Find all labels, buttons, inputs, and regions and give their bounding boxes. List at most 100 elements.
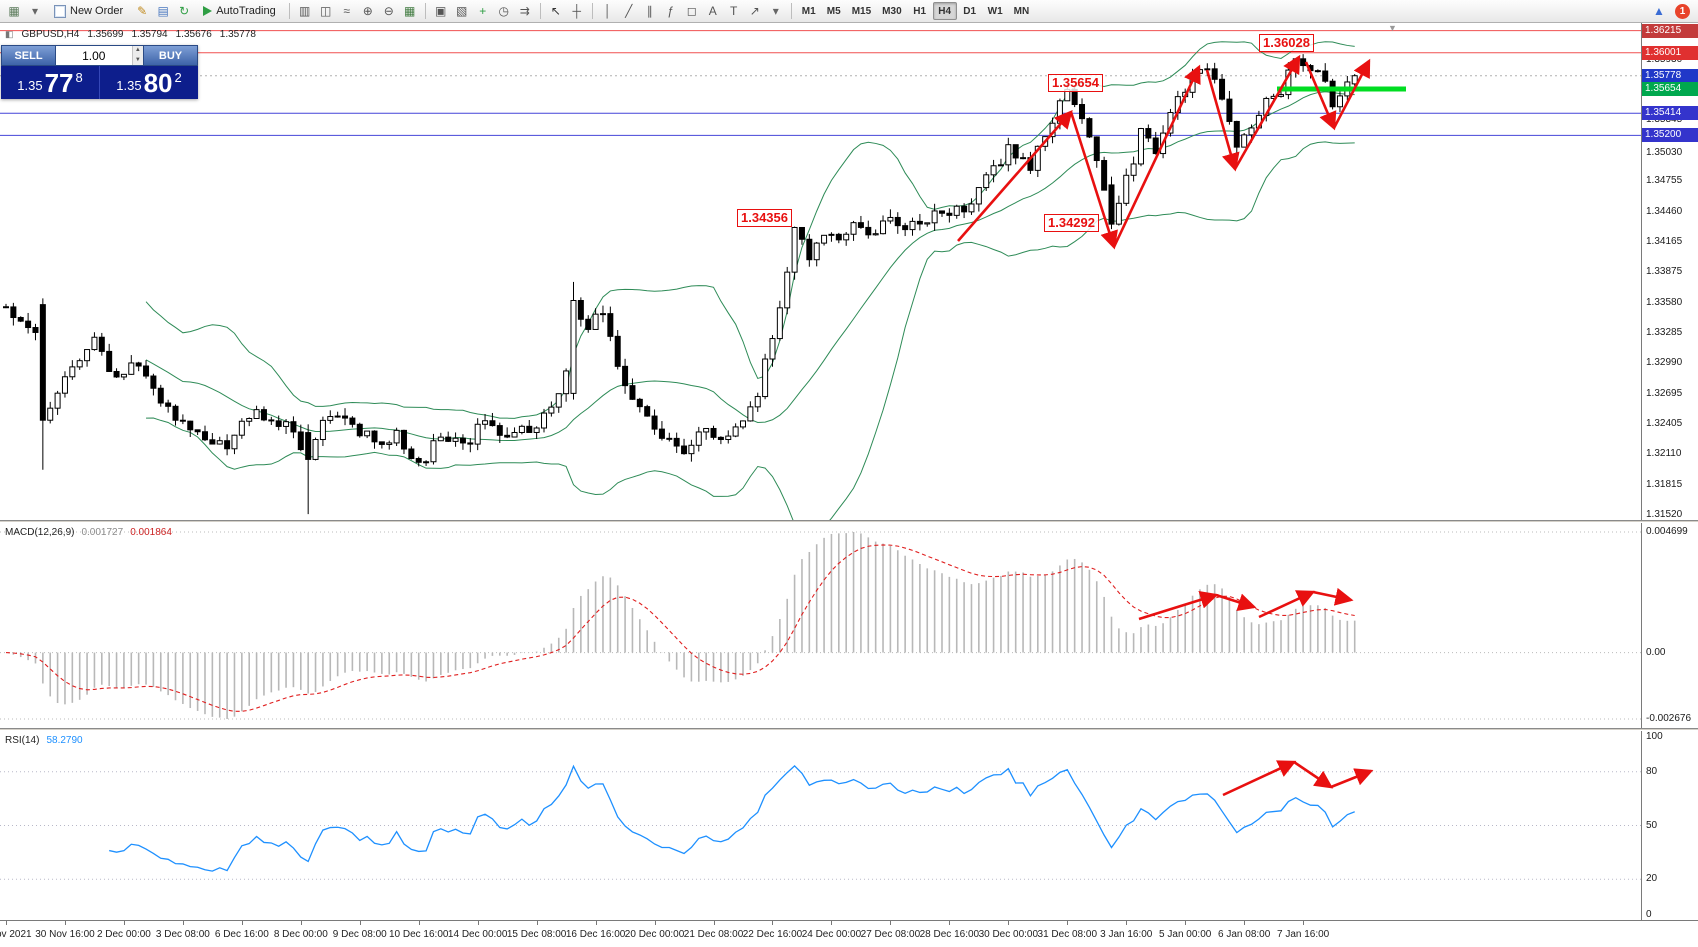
time-tick — [6, 921, 7, 925]
time-label: 6 Jan 08:00 — [1218, 929, 1271, 940]
new-indicator-icon[interactable]: + — [479, 4, 487, 18]
time-tick — [1126, 921, 1128, 925]
rsi-axis-label: 0 — [1646, 909, 1652, 920]
sell-price-point: 8 — [75, 70, 83, 85]
time-label: 7 Jan 16:00 — [1276, 929, 1330, 940]
time-tick — [1244, 921, 1246, 925]
chart-shift-icon[interactable]: ⇉ — [519, 4, 530, 18]
line-chart-icon[interactable]: ≈ — [343, 4, 351, 18]
sell-price[interactable]: 1.35 77 8 — [1, 66, 100, 99]
time-tick — [64, 921, 66, 925]
timeframe-h4[interactable]: H4 — [932, 2, 957, 20]
timeframe-h1[interactable]: H1 — [908, 2, 932, 20]
metaeditor-icon[interactable]: ✎ — [137, 4, 148, 18]
time-tick — [1303, 921, 1305, 925]
time-label: 30 Dec 00:00 — [978, 929, 1039, 940]
time-label: 31 Dec 08:00 — [1037, 929, 1098, 940]
sell-button[interactable]: SELL — [1, 45, 56, 66]
buy-price[interactable]: 1.35 80 2 — [100, 66, 198, 99]
rsi-label: RSI(14) 58.2790 — [5, 735, 83, 746]
time-label: 10 Dec 16:00 — [388, 929, 449, 940]
new-order-button[interactable]: New Order — [46, 1, 131, 21]
buy-price-whole: 1.35 — [116, 78, 142, 93]
text-icon[interactable]: A — [708, 4, 717, 18]
price-chart-panel[interactable]: 1.359301.353451.350301.347551.344601.341… — [0, 23, 1698, 520]
bar-chart-icon[interactable]: ▥ — [299, 4, 311, 18]
autotrading-label: AutoTrading — [216, 5, 276, 17]
rsi-axis-label: 100 — [1646, 731, 1663, 742]
notification-badge[interactable]: 1 — [1675, 3, 1690, 19]
arrows-icon[interactable]: ↗ — [749, 4, 760, 18]
volume-input[interactable] — [56, 46, 132, 65]
draw-dropdown-icon[interactable]: ▾ — [772, 4, 779, 18]
zoom-out-icon[interactable]: ⊖ — [383, 4, 394, 18]
time-label: 5 Jan 00:00 — [1159, 929, 1212, 940]
shapes-icon[interactable]: ◻ — [686, 4, 697, 18]
timeframe-m30[interactable]: M30 — [877, 2, 906, 20]
new-chart-dropdown-icon[interactable]: ▾ — [31, 4, 39, 18]
timeframe-d1[interactable]: D1 — [958, 2, 982, 20]
candlestick-chart-icon[interactable]: ◫ — [320, 4, 332, 18]
time-tick — [949, 921, 951, 925]
timeframe-m15[interactable]: M15 — [847, 2, 876, 20]
zoom-in-icon[interactable]: ⊕ — [362, 4, 373, 18]
volume-down-icon[interactable]: ▼ — [132, 55, 143, 65]
new-chart-icon[interactable]: ▦ — [8, 4, 20, 18]
macd-label: MACD(12,26,9) 0.001727 0.001864 — [5, 527, 172, 538]
rsi-panel[interactable]: 100 80 50 20 0 RSI(14) 58.2790 — [0, 731, 1698, 920]
vertical-line-icon[interactable]: │ — [603, 4, 612, 18]
time-label: 3 Jan 16:00 — [1100, 929, 1153, 940]
time-label: 20 Dec 00:00 — [624, 929, 685, 940]
market-watch-icon[interactable]: ▤ — [157, 4, 169, 18]
price-level-box: 1.36215 — [1642, 23, 1698, 38]
rsi-axis[interactable]: 100 80 50 20 0 — [1641, 731, 1698, 920]
time-label: 8 Dec 00:00 — [273, 929, 328, 940]
time-tick — [418, 921, 420, 925]
macd-panel[interactable]: 0.004699 0.00 -0.002676 MACD(12,26,9) 0.00… — [0, 523, 1698, 728]
price-tick: 1.32695 — [1646, 387, 1683, 399]
price-level-box: 1.35654 — [1642, 81, 1698, 96]
panel-splitter[interactable] — [0, 728, 1698, 731]
tile-windows-icon[interactable]: ▦ — [404, 4, 416, 18]
rsi-axis-label: 80 — [1646, 765, 1658, 777]
label-icon[interactable]: T — [730, 4, 738, 18]
panel-splitter[interactable] — [0, 520, 1698, 523]
period-clock-icon[interactable]: ◷ — [498, 4, 509, 18]
macd-chart[interactable] — [0, 523, 1641, 728]
volume-up-icon[interactable]: ▲ — [132, 46, 143, 56]
time-label: 27 Dec 08:00 — [860, 929, 921, 940]
cursor-icon[interactable]: ↖ — [550, 4, 561, 18]
cascade-windows-icon[interactable]: ▧ — [456, 4, 468, 18]
chart-shift-marker[interactable]: ▼ — [1388, 23, 1397, 33]
price-tick: 1.31520 — [1646, 509, 1683, 521]
macd-value-main: 0.001727 — [81, 527, 124, 538]
crosshair-icon[interactable]: ┼ — [572, 4, 581, 18]
timeframe-m5[interactable]: M5 — [822, 2, 846, 20]
timeframe-m1[interactable]: M1 — [797, 2, 821, 20]
macd-axis[interactable]: 0.004699 0.00 -0.002676 — [1641, 523, 1698, 728]
volume-box: ▲ ▼ — [56, 45, 143, 66]
equidistant-channel-icon[interactable]: ∥ — [646, 4, 653, 18]
arrange-windows-icon[interactable]: ▣ — [435, 4, 447, 18]
fibonacci-icon[interactable]: ƒ — [667, 4, 675, 18]
timeframe-w1[interactable]: W1 — [983, 2, 1008, 20]
price-tick: 1.31815 — [1646, 478, 1683, 490]
time-label: 16 Dec 16:00 — [565, 929, 626, 940]
trendline-icon[interactable]: ╱ — [625, 4, 633, 18]
time-label: 15 Dec 08:00 — [506, 929, 567, 940]
refresh-icon[interactable]: ↻ — [179, 4, 190, 18]
rsi-chart[interactable] — [0, 731, 1641, 920]
publish-icon[interactable]: ▲ — [1653, 4, 1665, 18]
timeframe-mn[interactable]: MN — [1009, 2, 1035, 20]
candlestick-chart[interactable] — [0, 23, 1641, 520]
time-label: 30 Nov 16:00 — [35, 929, 95, 940]
buy-button[interactable]: BUY — [143, 45, 198, 66]
autotrading-button[interactable]: AutoTrading — [195, 1, 284, 21]
time-tick — [241, 921, 243, 925]
time-tick — [595, 921, 597, 925]
price-axis[interactable]: 1.359301.353451.350301.347551.344601.341… — [1641, 23, 1698, 520]
price-tick: 1.33285 — [1646, 327, 1683, 338]
time-tick — [1067, 921, 1069, 925]
